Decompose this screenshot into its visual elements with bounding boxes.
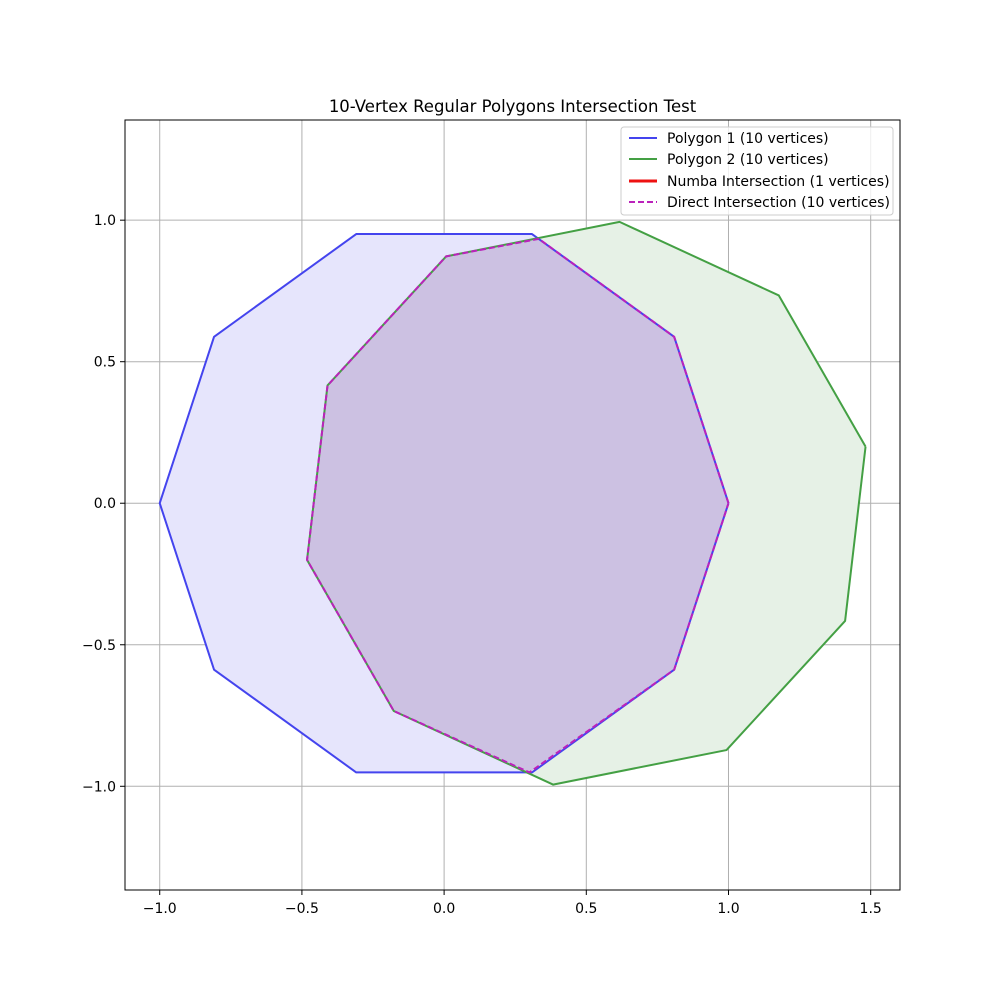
- y-tick-label-3: 0.5: [94, 355, 116, 371]
- x-tick-label-4: 1.0: [717, 901, 739, 917]
- x-tick-label-0: −1.0: [143, 901, 177, 917]
- chart-title: 10-Vertex Regular Polygons Intersection …: [329, 97, 697, 116]
- y-tick-label-4: 1.0: [94, 213, 116, 229]
- plot-area-frame: [124, 119, 901, 891]
- x-axis: −1.0 −0.5 0.0 0.5 1.0 1.5: [143, 890, 882, 917]
- legend-box: [620, 126, 894, 216]
- y-tick-label-0: −1.0: [82, 779, 116, 795]
- fill-direct-intersection-10-vertices: [307, 238, 729, 773]
- series-layer: [158, 220, 867, 786]
- y-tick-label-1: −0.5: [82, 638, 116, 654]
- y-axis: −1.0 −0.5 0.0 0.5 1.0: [82, 213, 125, 795]
- x-tick-label-2: 0.0: [433, 901, 455, 917]
- legend-label-polygon-1: Polygon 1 (10 vertices): [667, 131, 829, 147]
- legend-label-numba-intersection: Numba Intersection (1 vertices): [667, 174, 890, 190]
- legend-label-polygon-2: Polygon 2 (10 vertices): [667, 152, 829, 168]
- legend-label-direct-intersection: Direct Intersection (10 vertices): [667, 195, 890, 211]
- legend: Polygon 1 (10 vertices) Polygon 2 (10 ve…: [620, 126, 894, 216]
- x-tick-label-1: −0.5: [285, 901, 319, 917]
- outline-direct-intersection-10-vertices: [306, 237, 730, 774]
- x-tick-label-5: 1.5: [860, 901, 882, 917]
- y-tick-label-2: 0.0: [94, 496, 116, 512]
- x-tick-label-3: 0.5: [575, 901, 597, 917]
